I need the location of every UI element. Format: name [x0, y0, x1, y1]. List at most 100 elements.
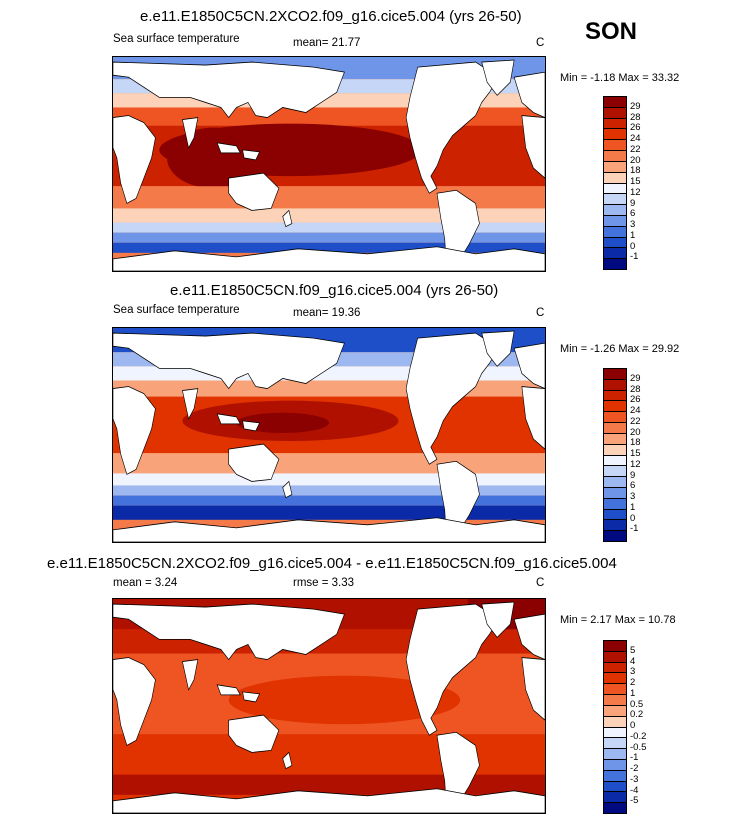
colorbar-swatch: [604, 727, 626, 739]
colorbar-level-label: 2: [630, 677, 636, 688]
colorbar-swatch: [604, 684, 626, 696]
colorbar-swatch: [604, 716, 626, 728]
colorbar-level-label: 18: [630, 437, 641, 449]
colorbar-level-label: 26: [630, 122, 641, 134]
colorbar-swatch: [604, 705, 626, 717]
panel-2-map: [112, 327, 546, 543]
panel-3-colorbar: [603, 640, 627, 814]
colorbar-swatch: [604, 759, 626, 771]
panel-1-unit: C: [536, 37, 545, 49]
panel-2-sst-field: [113, 328, 545, 542]
colorbar-level-label: 9: [630, 197, 636, 209]
colorbar-swatch: [604, 205, 626, 216]
season-label: SON: [585, 18, 638, 45]
colorbar-level-label: 24: [630, 405, 641, 416]
colorbar-level-label: 1: [630, 229, 636, 241]
panel-2-title: e.e11.E1850C5CN.f09_g16.cice5.004 (yrs 2…: [170, 282, 499, 299]
colorbar-level-label: 0.5: [630, 698, 644, 710]
colorbar-swatch: [604, 248, 626, 260]
colorbar-level-label: 12: [630, 186, 641, 198]
colorbar-level-label: 0: [630, 720, 636, 731]
colorbar-level-label: 24: [630, 133, 641, 144]
panel-1-title: e.e11.E1850C5CN.2XCO2.f09_g16.cice5.004 …: [140, 8, 522, 25]
panel-2-mean: mean= 19.36: [293, 307, 361, 319]
panel-3-diff-field: [113, 599, 545, 813]
panel-3-map: [112, 598, 546, 814]
colorbar-level-label: 26: [630, 394, 641, 406]
panel-1-variable: Sea surface temperature: [113, 33, 240, 45]
colorbar-swatch: [604, 738, 626, 750]
colorbar-swatch: [604, 226, 626, 238]
panel-1-sst-field: [113, 57, 545, 271]
colorbar-level-label: 0: [630, 240, 636, 252]
colorbar-swatch: [604, 673, 626, 685]
colorbar-swatch: [604, 792, 626, 804]
colorbar-swatch: [604, 390, 626, 402]
colorbar-swatch: [604, 172, 626, 184]
panel-3-rmse: rmse = 3.33: [293, 577, 355, 589]
colorbar-swatch: [604, 118, 626, 130]
colorbar-swatch: [604, 379, 626, 391]
colorbar-swatch: [604, 259, 626, 269]
colorbar-swatch: [604, 151, 626, 162]
colorbar-swatch: [604, 749, 626, 760]
colorbar-level-label: 18: [630, 165, 641, 177]
colorbar-level-label: 28: [630, 383, 641, 395]
colorbar-level-label: 15: [630, 176, 641, 187]
colorbar-swatch: [604, 803, 626, 813]
colorbar-swatch: [604, 487, 626, 499]
colorbar-swatch: [604, 531, 626, 541]
colorbar-level-label: 29: [630, 100, 641, 112]
colorbar-level-label: 6: [630, 208, 636, 220]
colorbar-level-label: 22: [630, 143, 641, 155]
panel-1-colorbar: [603, 96, 627, 270]
colorbar-swatch: [604, 781, 626, 793]
colorbar-level-label: 0: [630, 512, 636, 524]
panel-1-minmax: Min = -1.18 Max = 33.32: [560, 72, 680, 84]
panel-1-mean: mean= 21.77: [293, 37, 361, 49]
colorbar-level-label: 3: [630, 666, 636, 678]
colorbar-level-label: 6: [630, 480, 636, 492]
colorbar-swatch: [604, 695, 626, 706]
colorbar-level-label: -1: [630, 523, 639, 535]
panel-3-unit: C: [536, 577, 545, 589]
colorbar-level-label: 1: [630, 687, 636, 699]
colorbar-level-label: 4: [630, 655, 636, 667]
colorbar-swatch: [604, 466, 626, 478]
colorbar-level-label: 5: [630, 644, 636, 656]
colorbar-swatch: [604, 509, 626, 521]
colorbar-level-label: 9: [630, 469, 636, 481]
colorbar-level-label: 20: [630, 426, 641, 438]
colorbar-swatch: [604, 412, 626, 424]
panel-2-minmax: Min = -1.26 Max = 29.92: [560, 343, 680, 355]
panel-2-variable: Sea surface temperature: [113, 304, 240, 316]
colorbar-swatch: [604, 455, 626, 467]
colorbar-swatch: [604, 477, 626, 488]
colorbar-swatch: [604, 183, 626, 195]
colorbar-level-label: 20: [630, 154, 641, 166]
colorbar-swatch: [604, 97, 626, 108]
colorbar-level-label: -1: [630, 752, 639, 764]
colorbar-swatch: [604, 520, 626, 532]
colorbar-level-label: 29: [630, 372, 641, 384]
colorbar-swatch: [604, 215, 626, 227]
colorbar-level-label: -1: [630, 251, 639, 263]
panel-3-mean: mean = 3.24: [113, 577, 178, 589]
colorbar-level-label: -3: [630, 773, 639, 785]
colorbar-level-label: -0.5: [630, 741, 647, 753]
colorbar-level-label: 3: [630, 219, 636, 230]
colorbar-level-label: 22: [630, 415, 641, 427]
colorbar-swatch: [604, 641, 626, 652]
colorbar-level-label: 0.2: [630, 709, 644, 721]
colorbar-swatch: [604, 433, 626, 445]
colorbar-swatch: [604, 662, 626, 674]
colorbar-level-label: 3: [630, 491, 636, 502]
colorbar-swatch: [604, 498, 626, 510]
panel-1-map: [112, 56, 546, 272]
colorbar-level-label: -4: [630, 784, 639, 796]
colorbar-swatch: [604, 401, 626, 413]
panel-2-colorbar: [603, 368, 627, 542]
colorbar-swatch: [604, 140, 626, 152]
panel-3-title: e.e11.E1850C5CN.2XCO2.f09_g16.cice5.004 …: [47, 555, 617, 572]
colorbar-level-label: 28: [630, 111, 641, 123]
